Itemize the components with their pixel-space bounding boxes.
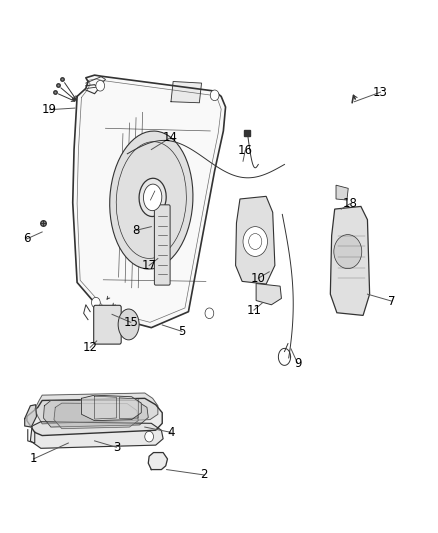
Ellipse shape (144, 184, 162, 211)
Circle shape (145, 431, 153, 442)
Polygon shape (148, 453, 167, 470)
Text: 17: 17 (141, 259, 157, 272)
Polygon shape (30, 422, 163, 448)
Text: 11: 11 (247, 304, 261, 317)
Text: 2: 2 (200, 469, 208, 481)
Text: 15: 15 (124, 316, 138, 329)
Text: 8: 8 (132, 224, 140, 237)
Polygon shape (171, 82, 201, 103)
Circle shape (205, 308, 214, 319)
Text: 9: 9 (294, 357, 301, 370)
Circle shape (96, 80, 105, 91)
Polygon shape (256, 284, 282, 305)
Text: 6: 6 (23, 232, 31, 245)
Text: 1: 1 (30, 453, 37, 465)
Text: 5: 5 (178, 325, 186, 338)
Circle shape (210, 90, 219, 101)
Text: 18: 18 (343, 197, 357, 211)
Circle shape (243, 227, 268, 256)
FancyBboxPatch shape (94, 305, 121, 344)
Polygon shape (25, 405, 36, 427)
Circle shape (92, 297, 100, 308)
Polygon shape (54, 403, 138, 429)
Polygon shape (336, 185, 348, 200)
Polygon shape (27, 398, 162, 435)
Polygon shape (236, 196, 275, 284)
Polygon shape (35, 393, 158, 424)
Text: 13: 13 (373, 86, 388, 99)
Text: 16: 16 (238, 144, 253, 157)
Ellipse shape (139, 178, 166, 216)
Text: 12: 12 (83, 341, 98, 354)
Ellipse shape (110, 131, 193, 269)
Text: 7: 7 (388, 295, 395, 308)
Polygon shape (73, 75, 226, 328)
Polygon shape (43, 400, 148, 427)
Text: 4: 4 (167, 426, 175, 439)
Text: 19: 19 (42, 103, 57, 116)
Text: 3: 3 (113, 441, 120, 454)
Polygon shape (330, 206, 370, 316)
Text: 10: 10 (251, 272, 266, 285)
Ellipse shape (118, 309, 139, 340)
Circle shape (334, 235, 362, 269)
FancyBboxPatch shape (154, 205, 170, 285)
Text: 14: 14 (162, 131, 177, 144)
Polygon shape (81, 395, 141, 421)
